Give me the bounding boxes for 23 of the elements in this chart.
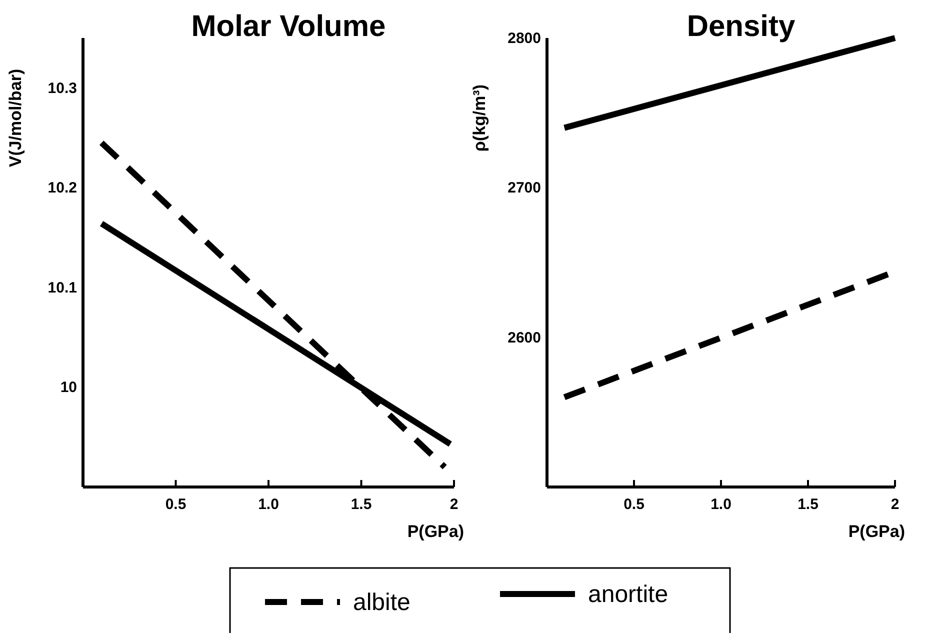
x-tick-label: 1.5 [798, 496, 818, 513]
y-tick-label: 2700 [508, 180, 541, 197]
y-axis-title: V(J/mol/bar) [6, 68, 25, 168]
x-tick-label: 1.0 [710, 496, 732, 513]
y-tick-label: 10.2 [48, 180, 77, 197]
x-axis-title: P(GPa) [848, 522, 905, 541]
x-tick-label: 1.0 [258, 496, 279, 513]
x-axis-title: P(GPa) [407, 522, 464, 541]
x-tick-label: 2 [450, 496, 458, 513]
x-tick-label: 2 [890, 496, 900, 513]
y-tick-label: 10.1 [48, 279, 77, 296]
x-tick-label: 0.5 [624, 496, 644, 513]
chart-title: Molar Volume [191, 10, 386, 43]
chart-title: Density [686, 10, 796, 43]
y-tick-label: 2600 [508, 329, 541, 346]
x-tick-label: 0.5 [165, 496, 186, 513]
y-tick-label: 10 [60, 379, 77, 396]
y-axis-title: ρ(kg/m³) [470, 84, 489, 152]
y-tick-label: 10.3 [48, 80, 77, 97]
x-tick-label: 1.5 [350, 496, 372, 513]
legend-label: anortite [588, 581, 668, 608]
y-tick-label: 2800 [508, 30, 541, 47]
legend-label: albite [353, 589, 410, 616]
